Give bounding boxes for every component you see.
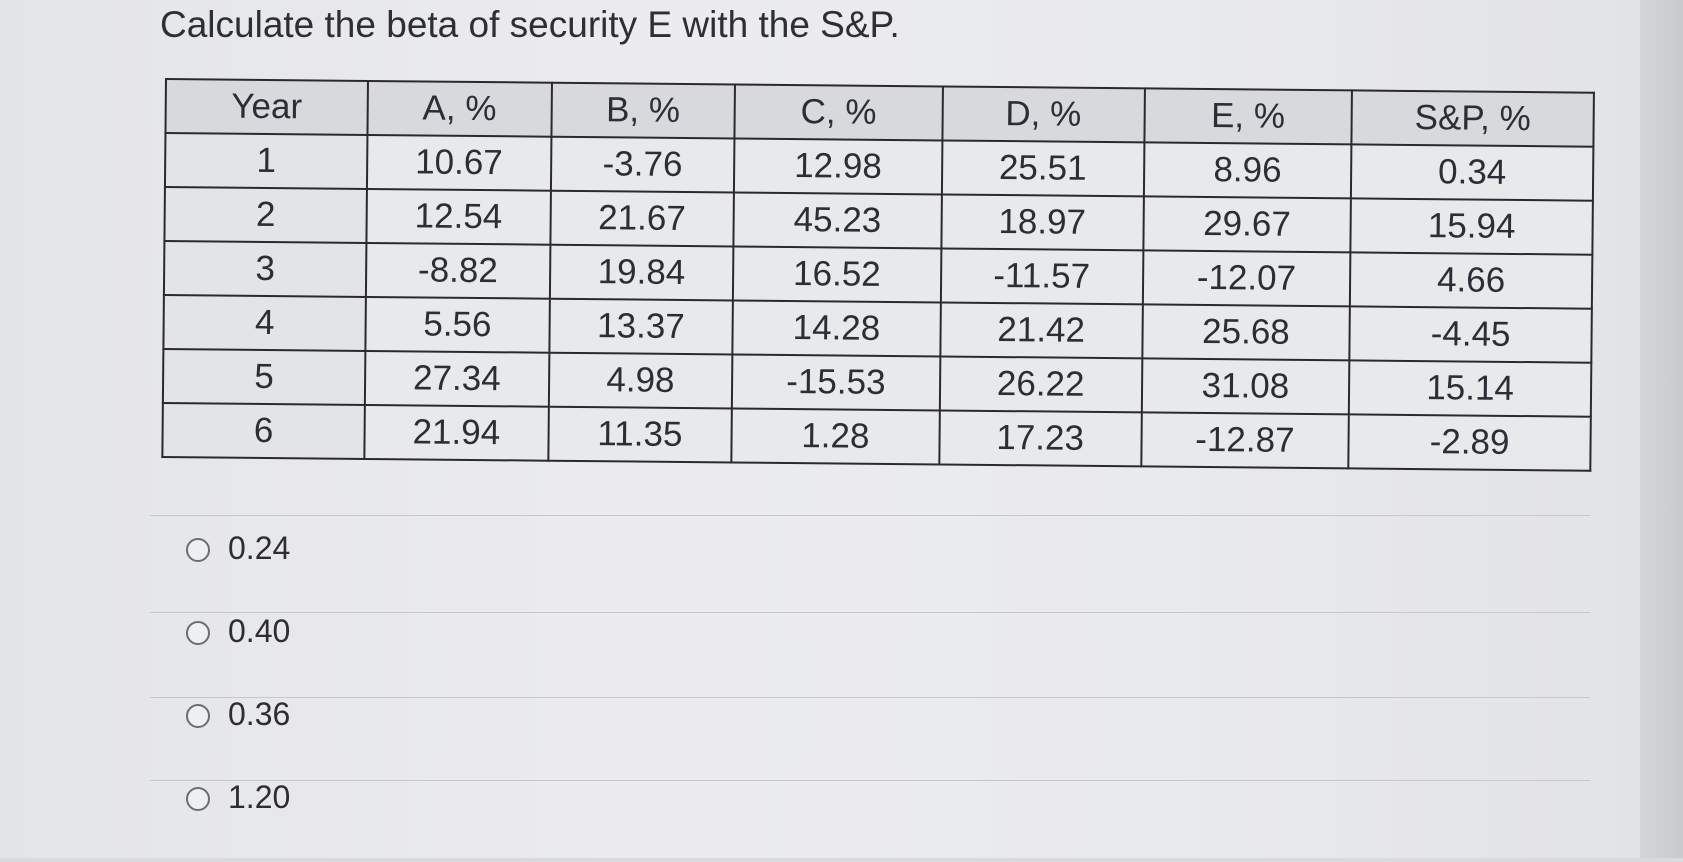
- cell-d: 25.51: [941, 140, 1145, 197]
- cell-year: 5: [162, 348, 366, 405]
- header-c: C, %: [734, 84, 943, 141]
- cell-c: 14.28: [732, 300, 941, 357]
- cell-sp: 4.66: [1349, 252, 1593, 309]
- answer-options: 0.24 0.40 0.36 1.20: [186, 530, 290, 862]
- cell-year: 6: [162, 402, 365, 459]
- cell-sp: 0.34: [1350, 144, 1594, 201]
- header-e: E, %: [1144, 88, 1352, 145]
- radio-button[interactable]: [186, 621, 210, 645]
- cell-d: -11.57: [940, 248, 1144, 305]
- answer-option[interactable]: 0.36: [186, 696, 290, 779]
- cell-b: 13.37: [548, 298, 733, 355]
- cell-a: 10.67: [366, 134, 552, 191]
- cell-year: 4: [163, 294, 366, 351]
- screen-edge: [1640, 0, 1683, 858]
- divider: [150, 612, 1590, 613]
- header-year: Year: [165, 79, 368, 135]
- radio-button[interactable]: [186, 787, 210, 811]
- cell-a: 5.56: [365, 296, 550, 353]
- cell-c: 16.52: [732, 246, 941, 303]
- divider: [150, 697, 1590, 698]
- cell-sp: 15.94: [1350, 198, 1593, 255]
- cell-e: 25.68: [1141, 304, 1350, 361]
- answer-option-label: 0.36: [228, 696, 291, 732]
- cell-d: 26.22: [939, 356, 1142, 413]
- cell-b: 21.67: [549, 190, 735, 247]
- header-sp: S&P, %: [1351, 90, 1594, 147]
- question-text: Calculate the beta of security E with th…: [160, 4, 900, 45]
- answer-option-label: 0.24: [228, 530, 291, 566]
- cell-d: 21.42: [939, 302, 1143, 359]
- cell-b: -3.76: [550, 136, 735, 193]
- cell-a: 12.54: [366, 188, 551, 245]
- answer-option[interactable]: 0.24: [186, 530, 290, 613]
- cell-sp: 15.14: [1348, 360, 1592, 417]
- header-a: A, %: [367, 80, 552, 137]
- cell-c: 12.98: [734, 138, 942, 195]
- cell-e: -12.07: [1142, 250, 1351, 307]
- returns-table: Year A, % B, % C, % D, % E, % S&P, % 1 1…: [161, 78, 1595, 472]
- answer-option-label: 0.40: [228, 613, 291, 649]
- cell-b: 4.98: [548, 352, 733, 409]
- divider: [150, 780, 1590, 781]
- radio-button[interactable]: [186, 538, 210, 562]
- cell-e: -12.87: [1140, 412, 1349, 469]
- cell-e: 31.08: [1141, 358, 1350, 415]
- cell-a: 21.94: [364, 404, 549, 461]
- cell-d: 18.97: [940, 194, 1144, 251]
- cell-year: 2: [164, 187, 367, 243]
- cell-c: 45.23: [733, 192, 942, 249]
- answer-option-label: 1.20: [228, 779, 291, 815]
- cell-a: 27.34: [364, 350, 549, 407]
- radio-button[interactable]: [186, 704, 210, 728]
- cell-b: 11.35: [547, 406, 732, 463]
- cell-e: 8.96: [1143, 142, 1352, 199]
- cell-c: 1.28: [731, 408, 940, 465]
- cell-b: 19.84: [549, 244, 734, 301]
- divider: [150, 515, 1590, 516]
- cell-year: 3: [163, 241, 367, 297]
- header-d: D, %: [941, 86, 1145, 143]
- answer-option[interactable]: 0.40: [186, 613, 290, 696]
- cell-sp: -4.45: [1349, 306, 1592, 363]
- cell-c: -15.53: [731, 354, 940, 411]
- cell-year: 1: [164, 133, 368, 189]
- cell-a: -8.82: [365, 242, 550, 299]
- cell-sp: -2.89: [1348, 414, 1591, 471]
- cell-d: 17.23: [938, 410, 1142, 467]
- answer-option[interactable]: 1.20: [186, 779, 290, 862]
- cell-e: 29.67: [1143, 196, 1351, 253]
- header-b: B, %: [551, 82, 736, 139]
